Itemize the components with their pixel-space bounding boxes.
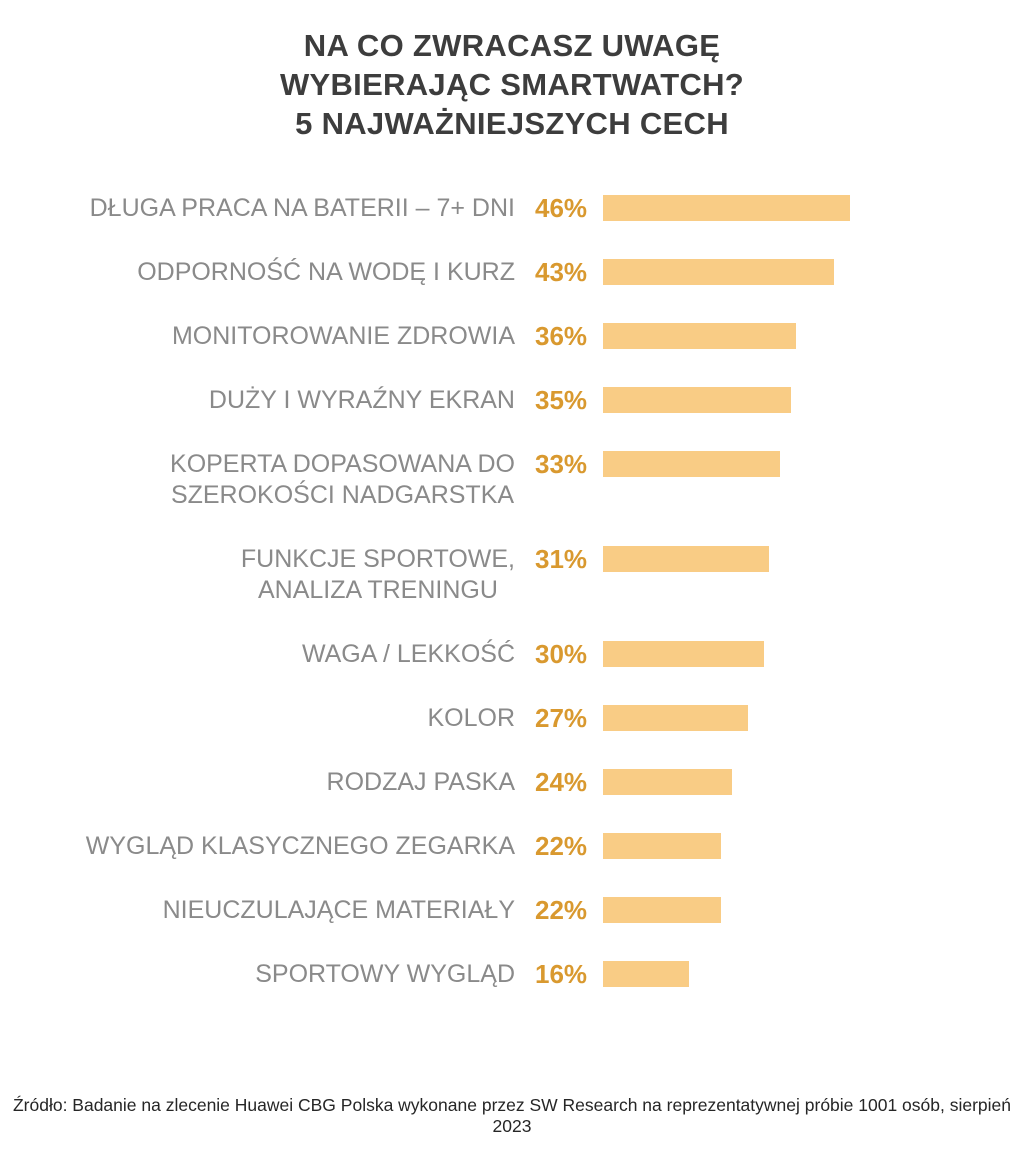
value-label: 16% [535,959,588,989]
chart-row: SPORTOWY WYGLĄD 16% [0,959,1024,990]
category-label: KOPERTA DOPASOWANA DO SZEROKOŚCI NADGARS… [170,450,515,509]
chart-row: WYGLĄD KLASYCZNEGO ZEGARKA 22% [0,831,1024,862]
source-note: Źródło: Badanie na zlecenie Huawei CBG P… [12,1095,1012,1136]
bar [603,323,796,349]
value-label: 27% [535,703,588,733]
value-label: 36% [535,321,588,351]
category-label: SPORTOWY WYGLĄD [255,960,515,988]
category-label-column: SPORTOWY WYGLĄD [0,959,515,990]
value-label: 24% [535,767,588,797]
category-label-column: DUŻY I WYRAŹNY EKRAN [0,385,515,416]
chart-row: DŁUGA PRACA NA BATERII – 7+ DNI 46% [0,193,1024,224]
category-label-column: KOLOR [0,703,515,734]
bar [603,451,780,477]
category-label-column: WYGLĄD KLASYCZNEGO ZEGARKA [0,831,515,862]
category-label: WYGLĄD KLASYCZNEGO ZEGARKA [85,832,515,860]
value-label: 46% [535,193,588,223]
category-label: DŁUGA PRACA NA BATERII – 7+ DNI [89,194,515,222]
bar [603,961,689,987]
bar [603,259,834,285]
value-label: 22% [535,831,588,861]
category-label-column: ODPORNOŚĆ NA WODĘ I KURZ [0,257,515,288]
category-label: WAGA / LEKKOŚĆ [301,640,515,668]
chart-row: ODPORNOŚĆ NA WODĘ I KURZ 43% [0,257,1024,288]
category-label: NIEUCZULAJĄCE MATERIAŁY [162,896,515,924]
bar [603,897,721,923]
bar [603,705,748,731]
value-label: 30% [535,639,588,669]
value-label: 43% [535,257,588,287]
value-label: 33% [535,449,588,479]
category-label-column: MONITOROWANIE ZDROWIA [0,321,515,352]
value-label: 31% [535,544,588,574]
category-label: DUŻY I WYRAŹNY EKRAN [208,386,515,414]
chart-row: MONITOROWANIE ZDROWIA 36% [0,321,1024,352]
chart-row: NIEUCZULAJĄCE MATERIAŁY 22% [0,895,1024,926]
category-label: ODPORNOŚĆ NA WODĘ I KURZ [137,258,515,286]
category-label: MONITOROWANIE ZDROWIA [171,322,515,350]
bar-chart: DŁUGA PRACA NA BATERII – 7+ DNI 46% ODPO… [0,193,1024,990]
bar [603,641,764,667]
category-label-column: DŁUGA PRACA NA BATERII – 7+ DNI [0,193,515,224]
value-label: 35% [535,385,588,415]
chart-row: WAGA / LEKKOŚĆ 30% [0,639,1024,670]
chart-row: KOLOR 27% [0,703,1024,734]
bar [603,195,850,221]
bar [603,769,732,795]
bar [603,833,721,859]
page-title: NA CO ZWRACASZ UWAGĘ WYBIERAJĄC SMARTWAT… [279,28,745,141]
chart-row: DUŻY I WYRAŹNY EKRAN 35% [0,385,1024,416]
chart-row: KOPERTA DOPASOWANA DO SZEROKOŚCI NADGARS… [0,449,1024,511]
category-label-column: WAGA / LEKKOŚĆ [0,639,515,670]
category-label-column: FUNKCJE SPORTOWE, ANALIZA TRENINGU [0,544,515,606]
category-label: KOLOR [427,704,515,732]
chart-row: RODZAJ PASKA 24% [0,767,1024,798]
category-label-column: NIEUCZULAJĄCE MATERIAŁY [0,895,515,926]
chart-row: FUNKCJE SPORTOWE, ANALIZA TRENINGU 31% [0,544,1024,606]
category-label-column: KOPERTA DOPASOWANA DO SZEROKOŚCI NADGARS… [0,449,515,511]
bar [603,546,769,572]
category-label: RODZAJ PASKA [326,768,515,796]
category-label-column: RODZAJ PASKA [0,767,515,798]
category-label: FUNKCJE SPORTOWE, ANALIZA TRENINGU [240,545,515,604]
value-label: 22% [535,895,588,925]
bar [603,387,791,413]
